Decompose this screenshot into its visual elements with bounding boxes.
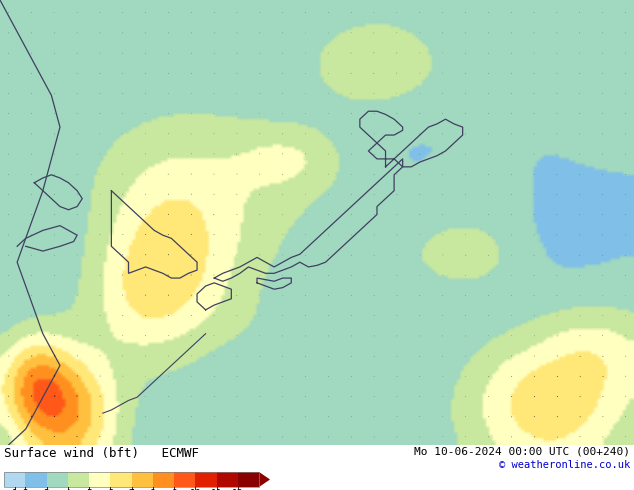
- Bar: [25, 472, 46, 487]
- Bar: [131, 472, 153, 487]
- Bar: [68, 472, 89, 487]
- Bar: [110, 472, 131, 487]
- Text: © weatheronline.co.uk: © weatheronline.co.uk: [499, 460, 630, 470]
- Text: Mo 10-06-2024 00:00 UTC (00+240): Mo 10-06-2024 00:00 UTC (00+240): [414, 447, 630, 457]
- Bar: [153, 472, 174, 487]
- Bar: [238, 472, 259, 487]
- Bar: [216, 472, 238, 487]
- Bar: [4, 472, 25, 487]
- Bar: [174, 472, 195, 487]
- Bar: [89, 472, 110, 487]
- Polygon shape: [259, 472, 270, 487]
- Bar: [195, 472, 216, 487]
- Bar: [46, 472, 68, 487]
- Bar: [4, 472, 259, 487]
- Text: Surface wind (bft)   ECMWF: Surface wind (bft) ECMWF: [4, 447, 199, 460]
